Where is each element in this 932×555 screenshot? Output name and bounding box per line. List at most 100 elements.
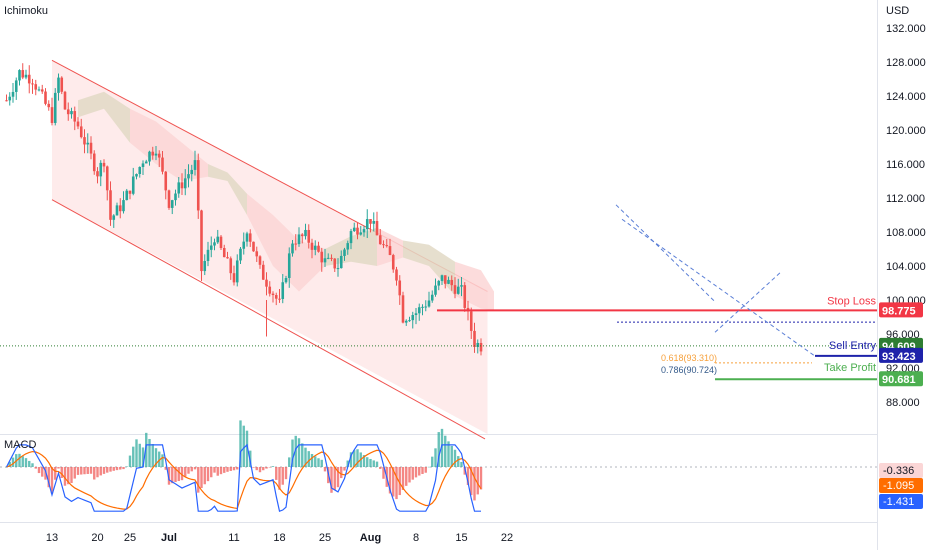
candle[interactable] [395,266,398,286]
candle[interactable] [352,222,356,233]
candle[interactable] [118,198,122,219]
candle[interactable] [206,241,210,267]
candle[interactable] [281,274,285,304]
candle[interactable] [391,253,395,273]
candle[interactable] [63,90,67,110]
candle[interactable] [365,209,369,239]
candle[interactable] [5,94,8,102]
candle[interactable] [261,260,265,281]
candle[interactable] [323,248,327,267]
candle[interactable] [183,169,187,196]
candle[interactable] [369,219,372,233]
candle[interactable] [128,190,132,200]
candle[interactable] [70,107,73,119]
candle[interactable] [102,159,106,173]
candle[interactable] [372,212,376,232]
candle[interactable] [317,241,320,253]
candle[interactable] [382,240,385,249]
candle[interactable] [229,256,233,280]
candle[interactable] [378,229,382,245]
candle[interactable] [14,77,18,100]
candle[interactable] [8,92,12,106]
candle[interactable] [300,233,304,244]
candle[interactable] [430,290,434,303]
candle[interactable] [437,279,441,291]
candle[interactable] [463,282,467,312]
macd-signal-line[interactable] [6,449,482,510]
candle[interactable] [79,118,83,139]
candle[interactable] [53,88,57,126]
candle[interactable] [92,150,96,175]
candle[interactable] [450,275,454,291]
candle[interactable] [187,164,190,188]
candle[interactable] [271,291,275,303]
candle[interactable] [76,117,80,130]
candle[interactable] [414,308,418,325]
candle[interactable] [167,189,171,210]
candle[interactable] [232,265,236,286]
candle[interactable] [424,300,428,312]
candle[interactable] [170,199,174,215]
candle[interactable] [320,247,324,272]
candle[interactable] [417,303,421,321]
candle[interactable] [57,73,60,101]
candle[interactable] [161,151,164,175]
candle[interactable] [265,272,268,296]
candle[interactable] [96,167,99,184]
candle[interactable] [242,232,246,255]
candle[interactable] [336,258,340,277]
candle[interactable] [284,275,288,284]
channel-lower-line[interactable] [51,199,486,440]
candle[interactable] [105,165,109,201]
candle[interactable] [274,292,278,306]
candle[interactable] [476,339,480,354]
candle[interactable] [73,106,77,131]
candle[interactable] [330,254,333,262]
candle[interactable] [83,129,86,154]
candle[interactable] [148,150,151,166]
candle[interactable] [359,226,363,236]
candle[interactable] [408,316,411,322]
candle[interactable] [122,191,125,214]
candle[interactable] [131,167,135,196]
candle[interactable] [37,86,41,92]
candle[interactable] [479,338,483,356]
take-profit-badge[interactable]: 90.681 [879,371,923,387]
candle[interactable] [180,173,184,196]
candle[interactable] [209,236,213,258]
candle[interactable] [115,202,119,216]
candle[interactable] [245,231,249,247]
candle[interactable] [47,100,51,111]
candle[interactable] [154,145,158,161]
candle[interactable] [239,246,242,264]
candle[interactable] [157,150,161,168]
candle[interactable] [313,240,317,256]
candle[interactable] [388,238,392,256]
candle[interactable] [456,278,460,295]
candle[interactable] [443,275,447,289]
candle[interactable] [385,239,389,248]
candle[interactable] [141,160,145,176]
candle[interactable] [297,227,301,247]
candle[interactable] [278,289,281,303]
candle[interactable] [362,225,366,237]
candle[interactable] [326,253,330,260]
candle[interactable] [216,229,220,244]
candle[interactable] [343,247,346,261]
candle[interactable] [174,189,177,206]
candle[interactable] [31,78,34,94]
candle[interactable] [375,211,379,236]
candle[interactable] [434,278,437,297]
candle[interactable] [235,254,239,287]
candle[interactable] [213,238,216,251]
candle[interactable] [447,276,450,285]
candle[interactable] [473,322,476,353]
candle[interactable] [268,281,272,297]
candle[interactable] [252,241,255,252]
candle[interactable] [255,246,259,262]
candle[interactable] [164,170,168,200]
candle[interactable] [109,181,112,226]
candle[interactable] [258,255,262,269]
candle[interactable] [248,229,252,247]
